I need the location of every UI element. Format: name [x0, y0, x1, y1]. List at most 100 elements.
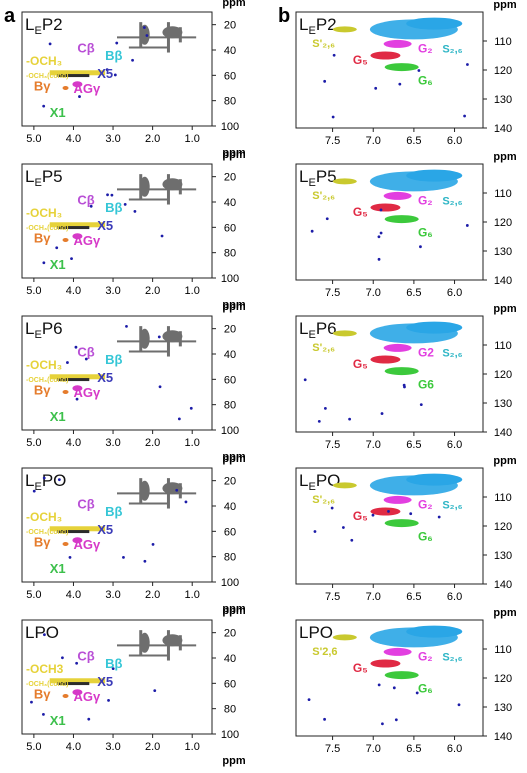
noise-dot: [303, 378, 307, 382]
y-unit-label: ppm: [222, 605, 245, 617]
noise-dot: [48, 42, 52, 46]
label-bgamma: Bγ: [34, 687, 51, 702]
g2-crosspeak: [383, 495, 412, 504]
label-s26-prime: S'₂,₆: [312, 494, 335, 506]
y-tick-label: 20: [224, 20, 236, 32]
noise-dot: [374, 86, 378, 90]
noise-dot: [106, 193, 109, 197]
y-tick-label: 20: [224, 628, 236, 640]
g5-crosspeak: [370, 659, 401, 668]
noise-dot: [160, 234, 164, 238]
label-g5: G₅: [353, 661, 368, 675]
noise-dot: [66, 361, 69, 364]
label-x5: X5: [97, 674, 113, 689]
noise-dot: [377, 683, 381, 687]
noise-dot: [409, 512, 413, 516]
x-tick-label: 6.5: [406, 135, 421, 147]
x-tick-label: 6.0: [447, 439, 462, 451]
noise-dot: [313, 530, 317, 533]
noise-dot: [57, 478, 61, 482]
noise-dot: [70, 257, 73, 261]
gray-crosspeak: [139, 24, 150, 45]
y-tick-label: 110: [494, 188, 512, 200]
noise-dot: [113, 73, 117, 77]
y-tick-label: 80: [224, 96, 236, 108]
gray-crosspeak: [139, 480, 150, 501]
gray-crosspeak: [139, 328, 150, 349]
y-tick-label: 140: [494, 579, 512, 591]
noise-dot: [437, 515, 441, 519]
y-unit-label: ppm: [493, 303, 516, 315]
y-tick-label: 110: [494, 36, 512, 48]
methoxyl-core: [57, 378, 90, 382]
panel-b-row-5: 7.5 7.0 6.5 6.0 110 120 130 140 ppm LPO S'2,6 S₂,₆ G…: [295, 607, 517, 755]
y-unit-label: ppm: [222, 0, 245, 9]
noise-dot: [42, 712, 45, 716]
s26prime-crosspeak: [332, 330, 357, 337]
noise-dot: [145, 34, 149, 37]
noise-dot: [84, 357, 88, 361]
s26-crosspeak: [406, 17, 463, 30]
noise-dot: [341, 526, 345, 529]
y-tick-label: 140: [494, 427, 512, 439]
s26prime-crosspeak: [332, 482, 357, 489]
noise-dot: [107, 699, 110, 702]
x-tick-label: 7.0: [366, 135, 381, 147]
y-tick-label: 110: [494, 340, 512, 352]
noise-dot: [457, 703, 461, 707]
x-tick-label: 1.0: [185, 589, 200, 601]
bgamma-crosspeak: [62, 542, 69, 546]
gray-crosspeak: [162, 330, 183, 343]
y-tick-label: 130: [494, 398, 512, 410]
noise-dot: [323, 79, 327, 83]
noise-dot: [68, 555, 72, 559]
noise-dot: [125, 324, 128, 328]
noise-dot: [463, 114, 466, 118]
label-g2: G₂: [418, 194, 433, 208]
label-g5: G₅: [353, 509, 368, 523]
sample-label-a: LEPO: [25, 471, 66, 493]
y-tick-label: 140: [494, 731, 512, 743]
label-g5: G₅: [353, 205, 368, 219]
x-tick-label: 4.0: [66, 589, 81, 601]
sample-label-b: LEP2: [299, 15, 337, 37]
x-tick-label: 7.5: [325, 135, 340, 147]
noise-dot: [110, 193, 114, 197]
noise-dot: [417, 69, 421, 72]
y-tick-label: 40: [224, 501, 236, 513]
noise-dot: [184, 500, 188, 504]
y-tick-label: 60: [224, 222, 236, 234]
x-tick-label: 1.0: [185, 285, 200, 297]
label-g2: G2: [418, 346, 434, 360]
bgamma-crosspeak: [62, 390, 69, 394]
label-bbeta: Bβ: [105, 200, 122, 215]
label-cbeta: Cβ: [77, 193, 94, 208]
noise-dot: [189, 406, 193, 410]
x-unit-label: ppm: [222, 299, 245, 311]
noise-dot: [42, 261, 46, 265]
label-x5: X5: [97, 522, 113, 537]
g2-crosspeak: [383, 191, 412, 200]
gray-crosspeak: [139, 176, 150, 197]
x-tick-label: 4.0: [66, 133, 81, 145]
noise-dot: [75, 397, 79, 401]
noise-dot: [32, 489, 36, 493]
y-tick-label: 120: [494, 369, 512, 381]
label-x5: X5: [97, 370, 113, 385]
y-tick-label: 120: [494, 521, 512, 533]
x-tick-label: 6.5: [406, 591, 421, 603]
x-tick-label: 7.5: [325, 743, 340, 755]
x-unit-label: ppm: [222, 603, 245, 615]
panel-a-row-1: 5.0 4.0 3.0 2.0 1.0 20 40 60 80 100 ppm ppm LEP2 -OCH…: [21, 0, 246, 159]
noise-dot: [142, 26, 146, 29]
noise-dot: [143, 559, 147, 563]
noise-dot: [317, 419, 321, 423]
x-tick-label: 5.0: [26, 285, 41, 297]
x-tick-label: 6.0: [447, 591, 462, 603]
noise-dot: [61, 656, 64, 660]
label-g2: G₂: [418, 650, 433, 664]
label-x1: X1: [50, 409, 66, 424]
x-tick-label: 3.0: [105, 285, 120, 297]
x-unit-label: ppm: [222, 451, 245, 463]
